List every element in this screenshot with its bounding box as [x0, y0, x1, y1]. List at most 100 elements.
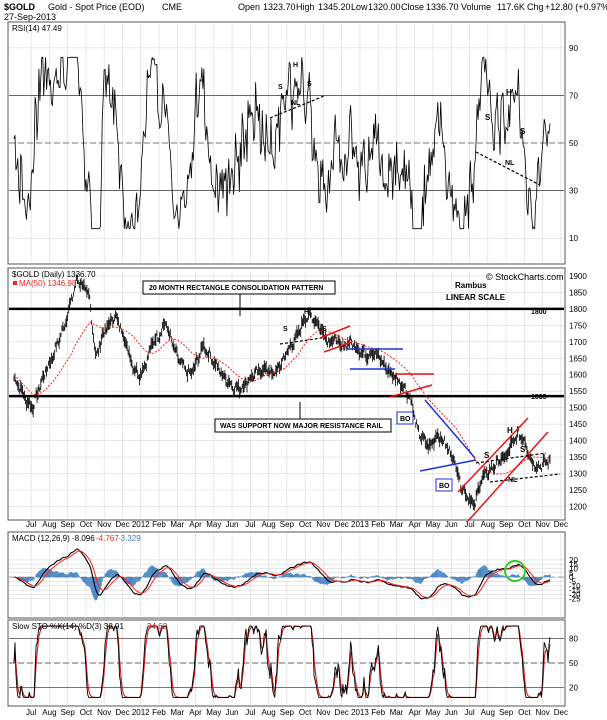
y-tick-price-2: 1300 — [569, 470, 587, 479]
macd-signal-line — [13, 550, 551, 598]
x-tick-bottom-10: May — [206, 708, 221, 717]
x-tick-top-1: Aug — [42, 520, 56, 529]
x-tick-bottom-18: 2013 — [351, 708, 369, 717]
y-tick-price-11: 1750 — [569, 321, 587, 330]
x-tick-top-7: Feb — [152, 520, 166, 529]
tick-labels: JulJulAugAugSepSepOctOctNovNovDecDec2012… — [26, 44, 587, 717]
bo-label-1: BO — [400, 416, 411, 423]
x-tick-top-27: Oct — [518, 520, 531, 529]
x-tick-bottom-27: Oct — [518, 708, 531, 717]
x-tick-top-18: 2013 — [351, 520, 369, 529]
y-tick-rsi-3: 70 — [569, 91, 578, 100]
x-tick-top-23: Jun — [445, 520, 458, 529]
x-tick-top-11: Jun — [226, 520, 239, 529]
macd-label: MACD (12,26,9) — [12, 534, 70, 543]
y-tick-macd-8: 15 — [569, 560, 578, 569]
y-tick-macd-9: 20 — [569, 556, 578, 565]
rsi-hs2-neckline: NL — [505, 160, 515, 167]
scale-label: LINEAR SCALE — [446, 293, 506, 302]
y-tick-price-1: 1250 — [569, 486, 587, 495]
x-tick-top-21: Apr — [409, 520, 422, 529]
open-value: 1323.70 — [263, 2, 296, 12]
price-label: $GOLD (Daily) 1336.70 — [12, 270, 96, 279]
x-tick-bottom-5: Dec — [115, 708, 129, 717]
resistance-annotation: WAS SUPPORT NOW MAJOR RESISTANCE RAIL — [220, 423, 384, 430]
x-tick-bottom-11: Jun — [226, 708, 239, 717]
red-channel-2-bottom — [467, 431, 549, 522]
ma-label: MA(50) 1346.98 — [19, 279, 77, 288]
line-1800-label: 1800 — [531, 309, 547, 316]
ma50-series — [13, 321, 551, 475]
x-tick-bottom-1: Aug — [42, 708, 56, 717]
rsi-hs2-right-shoulder: S — [520, 127, 526, 136]
x-tick-bottom-28: Nov — [535, 708, 549, 717]
y-tick-macd-1: -20 — [569, 590, 581, 599]
low-value: 1320.00 — [368, 2, 401, 12]
y-tick-price-4: 1400 — [569, 437, 587, 446]
x-tick-bottom-13: Aug — [261, 708, 275, 717]
x-tick-bottom-24: Jul — [464, 708, 474, 717]
price-hs-right-shoulder: S — [322, 326, 327, 333]
author-label: Rambus — [455, 281, 487, 290]
x-tick-bottom-7: Feb — [152, 708, 166, 717]
y-tick-rsi-2: 50 — [569, 139, 578, 148]
blue-support-line — [419, 459, 477, 472]
x-tick-top-28: Nov — [535, 520, 549, 529]
x-tick-bottom-14: Sep — [280, 708, 295, 717]
sto-label: Slow STO %K(14) %D(3) 38.91 — [12, 622, 124, 631]
y-tick-macd-3: -10 — [569, 582, 581, 591]
x-tick-top-29: Dec — [554, 520, 568, 529]
line-1535-label: 1535 — [531, 394, 547, 401]
rsi-hs1-right-shoulder: S — [307, 81, 312, 88]
y-tick-price-0: 1200 — [569, 502, 587, 511]
x-tick-top-15: Oct — [299, 520, 312, 529]
price-hs2-left-shoulder: S — [484, 451, 490, 460]
sto-panel — [7, 619, 566, 707]
price-panel — [7, 267, 566, 521]
red-channel-1-bottom — [323, 341, 353, 353]
price-neckline-right-lower — [489, 473, 561, 483]
x-tick-bottom-8: Mar — [170, 708, 184, 717]
x-tick-top-16: Nov — [316, 520, 330, 529]
x-tick-bottom-6: 2012 — [132, 708, 150, 717]
volume-label: Volume — [461, 2, 491, 12]
watermark: © StockCharts.com — [486, 272, 564, 282]
resistance-annotation-box — [214, 418, 392, 433]
x-tick-bottom-25: Aug — [481, 708, 495, 717]
price-series — [13, 274, 551, 511]
x-tick-top-5: Dec — [115, 520, 129, 529]
x-tick-top-24: Jul — [464, 520, 474, 529]
rectangle-annotation: 20 MONTH RECTANGLE CONSOLIDATION PATTERN — [149, 285, 323, 292]
y-tick-macd-4: -5 — [569, 577, 577, 586]
chg-label: Chg — [527, 2, 544, 12]
high-value: 1345.20 — [318, 2, 351, 12]
price-hs2-head: H — [507, 426, 513, 435]
rsi-hs1-neckline: NL — [291, 100, 301, 107]
y-tick-price-7: 1550 — [569, 387, 587, 396]
y-tick-price-5: 1450 — [569, 420, 587, 429]
x-tick-top-14: Sep — [280, 520, 295, 529]
rsi-hs2-left-shoulder: S — [485, 113, 491, 122]
blue-downtrend-line — [424, 399, 476, 459]
x-tick-top-25: Aug — [481, 520, 495, 529]
sto-d-value: 34.62 — [147, 622, 168, 631]
high-label: High — [296, 2, 315, 12]
bo-box-1 — [396, 411, 414, 425]
x-tick-bottom-4: Nov — [97, 708, 111, 717]
x-tick-top-8: Mar — [170, 520, 184, 529]
y-tick-rsi-1: 30 — [569, 187, 578, 196]
x-tick-bottom-19: Feb — [371, 708, 385, 717]
x-tick-top-17: Dec — [335, 520, 349, 529]
price-hs2-neckline: NL — [508, 477, 518, 484]
bo-label-2: BO — [439, 483, 450, 490]
y-tick-macd-5: 0 — [569, 573, 574, 582]
header-name: Gold - Spot Price (EOD) — [48, 2, 145, 12]
y-tick-macd-6: 5 — [569, 569, 574, 578]
x-tick-bottom-23: Jun — [445, 708, 458, 717]
x-tick-bottom-9: Apr — [189, 708, 202, 717]
macd-signal-value: -4.767 — [96, 534, 119, 543]
rsi-neckline-right — [475, 151, 541, 186]
x-tick-top-3: Oct — [80, 520, 93, 529]
x-tick-top-4: Nov — [97, 520, 111, 529]
